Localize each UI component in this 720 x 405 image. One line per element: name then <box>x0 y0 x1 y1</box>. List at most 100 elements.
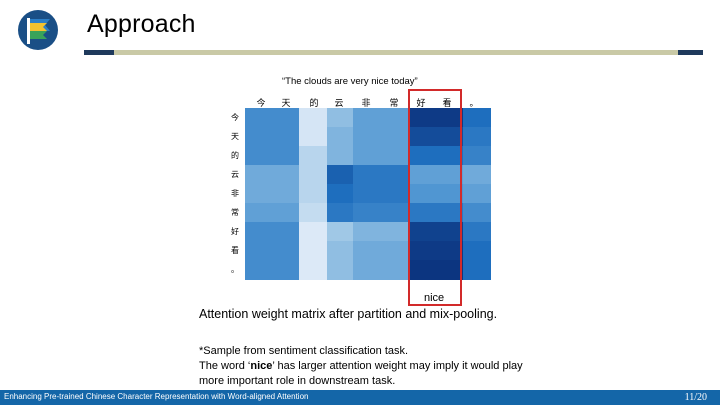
heatmap-cell <box>353 165 380 185</box>
heatmap-cell <box>353 184 380 204</box>
heatmap-cell <box>327 241 353 261</box>
y-tick-label: 云 <box>231 169 239 179</box>
heatmap-cell <box>327 127 353 147</box>
heatmap-cell <box>380 108 409 128</box>
heatmap-cell <box>380 184 409 204</box>
note-line-2-post: ’ has larger attention weight may imply … <box>272 360 523 372</box>
x-tick-label: 非 <box>361 99 371 109</box>
y-tick-label: 天 <box>231 131 239 141</box>
heatmap-cell <box>327 165 353 185</box>
heatmap-cell <box>380 146 409 166</box>
heatmap-cell <box>409 203 436 223</box>
chart-title: “The clouds are very nice today” <box>282 76 418 87</box>
heatmap-cell <box>436 184 463 204</box>
heatmap-cell <box>272 203 299 223</box>
heatmap-cell <box>299 184 327 204</box>
x-tick-label: 。 <box>469 99 479 109</box>
heatmap-cell <box>353 108 380 128</box>
figure-caption: Attention weight matrix after partition … <box>199 307 498 321</box>
heatmap-cell <box>272 241 299 261</box>
heatmap-cell <box>380 203 409 223</box>
heatmap-cell <box>327 222 353 242</box>
heatmap-cell <box>463 222 491 242</box>
heatmap-cell <box>299 203 327 223</box>
heatmap-cell <box>245 203 272 223</box>
heatmap-cell <box>409 165 436 185</box>
heatmap-cell <box>380 165 409 185</box>
highlight-box <box>408 89 462 306</box>
heatmap-cell <box>463 127 491 147</box>
note-text: *Sample from sentiment classification ta… <box>199 344 679 389</box>
heatmap-cell <box>327 184 353 204</box>
heatmap-cell <box>436 222 463 242</box>
heatmap-cell <box>409 184 436 204</box>
heatmap-cell <box>409 146 436 166</box>
heatmap-cell <box>380 222 409 242</box>
heatmap-cell <box>409 127 436 147</box>
note-line-1: *Sample from sentiment classification ta… <box>199 345 409 357</box>
heatmap-cell <box>380 241 409 261</box>
heatmap-cell <box>327 260 353 280</box>
page-number: 11/20 <box>684 392 707 403</box>
heatmap-cell <box>353 203 380 223</box>
heatmap-cell <box>380 260 409 280</box>
heatmap-cell <box>409 260 436 280</box>
x-tick-label: 云 <box>334 99 344 109</box>
heatmap-cell <box>245 184 272 204</box>
heatmap-cell <box>353 222 380 242</box>
heatmap-cell <box>327 108 353 128</box>
heatmap-cell <box>409 108 436 128</box>
attention-heatmap <box>245 108 491 280</box>
heatmap-cell <box>272 260 299 280</box>
heatmap-cell <box>463 241 491 261</box>
heatmap-cell <box>272 165 299 185</box>
heatmap-cell <box>409 222 436 242</box>
heatmap-cell <box>272 108 299 128</box>
heatmap-cell <box>463 108 491 128</box>
heatmap-cell <box>272 146 299 166</box>
y-tick-label: 常 <box>231 207 239 217</box>
y-tick-label: 看 <box>231 245 239 255</box>
heatmap-cell <box>299 146 327 166</box>
heatmap-cell <box>245 127 272 147</box>
nice-label: nice <box>424 292 445 304</box>
heatmap-cell <box>463 184 491 204</box>
heatmap-cell <box>299 108 327 128</box>
heatmap-cell <box>245 222 272 242</box>
heatmap-cell <box>245 260 272 280</box>
heatmap-cell <box>436 146 463 166</box>
heatmap-cell <box>380 127 409 147</box>
slide-title: Approach <box>87 10 196 38</box>
heatmap-cell <box>272 127 299 147</box>
note-bold-word: nice <box>250 360 273 372</box>
heatmap-cell <box>353 127 380 147</box>
heatmap-cell <box>299 127 327 147</box>
x-tick-label: 好 <box>416 99 426 109</box>
heatmap-cell <box>436 260 463 280</box>
note-line-3: more important role in downstream task. <box>199 375 396 387</box>
heatmap-cell <box>463 165 491 185</box>
heatmap-cell <box>327 146 353 166</box>
heatmap-cell <box>463 203 491 223</box>
heatmap-cell <box>327 203 353 223</box>
x-tick-label: 的 <box>309 99 319 109</box>
footer-title: Enhancing Pre-trained Chinese Character … <box>4 392 309 401</box>
heatmap-cell <box>436 108 463 128</box>
note-line-2: The word ‘nice’ has larger attention wei… <box>199 359 679 374</box>
y-tick-label: 的 <box>231 150 239 160</box>
heatmap-cell <box>436 127 463 147</box>
university-logo <box>18 10 58 50</box>
heatmap-cell <box>245 241 272 261</box>
heatmap-cell <box>353 260 380 280</box>
heatmap-cell <box>436 241 463 261</box>
heatmap-cell <box>272 222 299 242</box>
x-tick-label: 天 <box>281 99 291 109</box>
heatmap-cell <box>245 165 272 185</box>
heatmap-cell <box>353 146 380 166</box>
heatmap-cell <box>436 165 463 185</box>
heatmap-cell <box>299 241 327 261</box>
heatmap-cell <box>463 146 491 166</box>
x-tick-label: 常 <box>389 99 399 109</box>
y-tick-label: 好 <box>231 226 239 236</box>
heatmap-cell <box>299 165 327 185</box>
